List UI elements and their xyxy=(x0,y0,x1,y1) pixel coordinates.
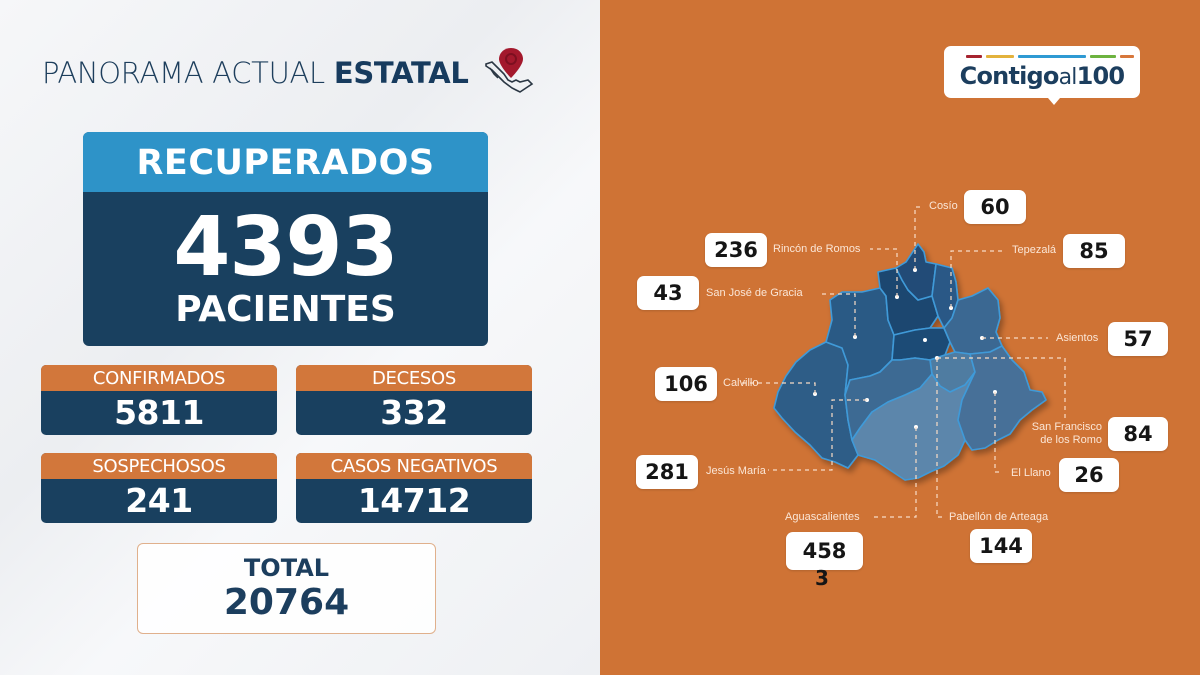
aguascalientes-map xyxy=(740,206,1066,518)
region-cosio xyxy=(895,243,937,301)
title-light: PANORAMA ACTUAL xyxy=(42,56,334,90)
logo-bar-yellow xyxy=(986,55,1014,58)
recovered-label: RECUPERADOS xyxy=(83,132,488,192)
value-san-francisco-de-los-romo: 84 xyxy=(1108,417,1168,451)
total-value: 20764 xyxy=(223,582,350,623)
label-el-llano: El Llano xyxy=(1011,467,1051,479)
confirmed-label: CONFIRMADOS xyxy=(41,365,277,391)
value-san-jose-de-gracia: 43 xyxy=(637,276,699,310)
deaths-label: DECESOS xyxy=(296,365,532,391)
logo-bar-green xyxy=(1090,55,1116,58)
logo-text: Contigoal100 xyxy=(944,62,1140,90)
aguascalientes-overflow-digit: 3 xyxy=(815,566,829,590)
value-el-llano: 26 xyxy=(1059,458,1119,492)
logo-text-al: al xyxy=(1058,65,1078,90)
title-bold: ESTATAL xyxy=(333,56,469,90)
value-cosio: 60 xyxy=(964,190,1026,224)
negative-cases-value: 14712 xyxy=(357,481,471,520)
recovered-card: RECUPERADOS 4393 PACIENTES xyxy=(83,132,488,346)
label-san-francisco-de-los-romo: San Francisco de los Romo xyxy=(1031,421,1102,446)
label-san-jose-de-gracia: San José de Gracia xyxy=(706,287,803,299)
logo-text-contigo: Contigo xyxy=(959,62,1060,90)
region-asientos xyxy=(943,287,1003,355)
total-label: TOTAL xyxy=(243,554,330,582)
label-rincon-de-romos: Rincón de Romos xyxy=(773,243,861,255)
recovered-unit: PACIENTES xyxy=(175,289,396,330)
label-cosio: Cosío xyxy=(929,200,958,212)
value-calvillo: 106 xyxy=(655,367,717,401)
contigo-al-100-logo: Contigoal100 xyxy=(944,46,1140,105)
value-aguascalientes: 458 xyxy=(786,532,863,570)
negative-cases-label: CASOS NEGATIVOS xyxy=(296,453,532,479)
confirmed-card: CONFIRMADOS 5811 xyxy=(41,365,277,435)
mexico-map-pin-icon xyxy=(485,48,534,93)
deaths-value: 332 xyxy=(380,393,448,432)
value-rincon-de-romos: 236 xyxy=(705,233,767,267)
region-el-llano xyxy=(957,345,1047,451)
label-asientos: Asientos xyxy=(1056,332,1099,344)
suspected-value: 241 xyxy=(125,481,193,520)
value-tepezala: 85 xyxy=(1063,234,1125,268)
logo-speech-tail xyxy=(1048,98,1060,105)
logo-text-100: 100 xyxy=(1076,62,1125,90)
page-title: PANORAMA ACTUAL ESTATAL xyxy=(42,56,469,90)
label-tepezala: Tepezalá xyxy=(1012,244,1057,256)
suspected-label: SOSPECHOSOS xyxy=(41,453,277,479)
value-asientos: 57 xyxy=(1108,322,1168,356)
total-card: TOTAL 20764 xyxy=(137,543,436,634)
label-aguascalientes: Aguascalientes xyxy=(785,511,860,523)
label-jesus-maria: Jesús María xyxy=(706,465,766,477)
label-pabellon-de-arteaga: Pabellón de Arteaga xyxy=(949,511,1049,523)
logo-bar-orange xyxy=(1120,55,1134,58)
deaths-card: DECESOS 332 xyxy=(296,365,532,435)
negative-cases-card: CASOS NEGATIVOS 14712 xyxy=(296,453,532,523)
value-pabellon-de-arteaga: 144 xyxy=(970,529,1032,563)
logo-bar-red xyxy=(966,55,982,58)
region-pabellon-de-arteaga xyxy=(891,327,951,361)
logo-color-bars xyxy=(966,55,1134,58)
value-jesus-maria: 281 xyxy=(636,455,698,489)
recovered-value: 4393 xyxy=(173,200,398,295)
logo-bar-blue xyxy=(1018,55,1086,58)
suspected-card: SOSPECHOSOS 241 xyxy=(41,453,277,523)
label-calvillo: Calvillo xyxy=(723,377,759,389)
confirmed-value: 5811 xyxy=(114,393,204,432)
